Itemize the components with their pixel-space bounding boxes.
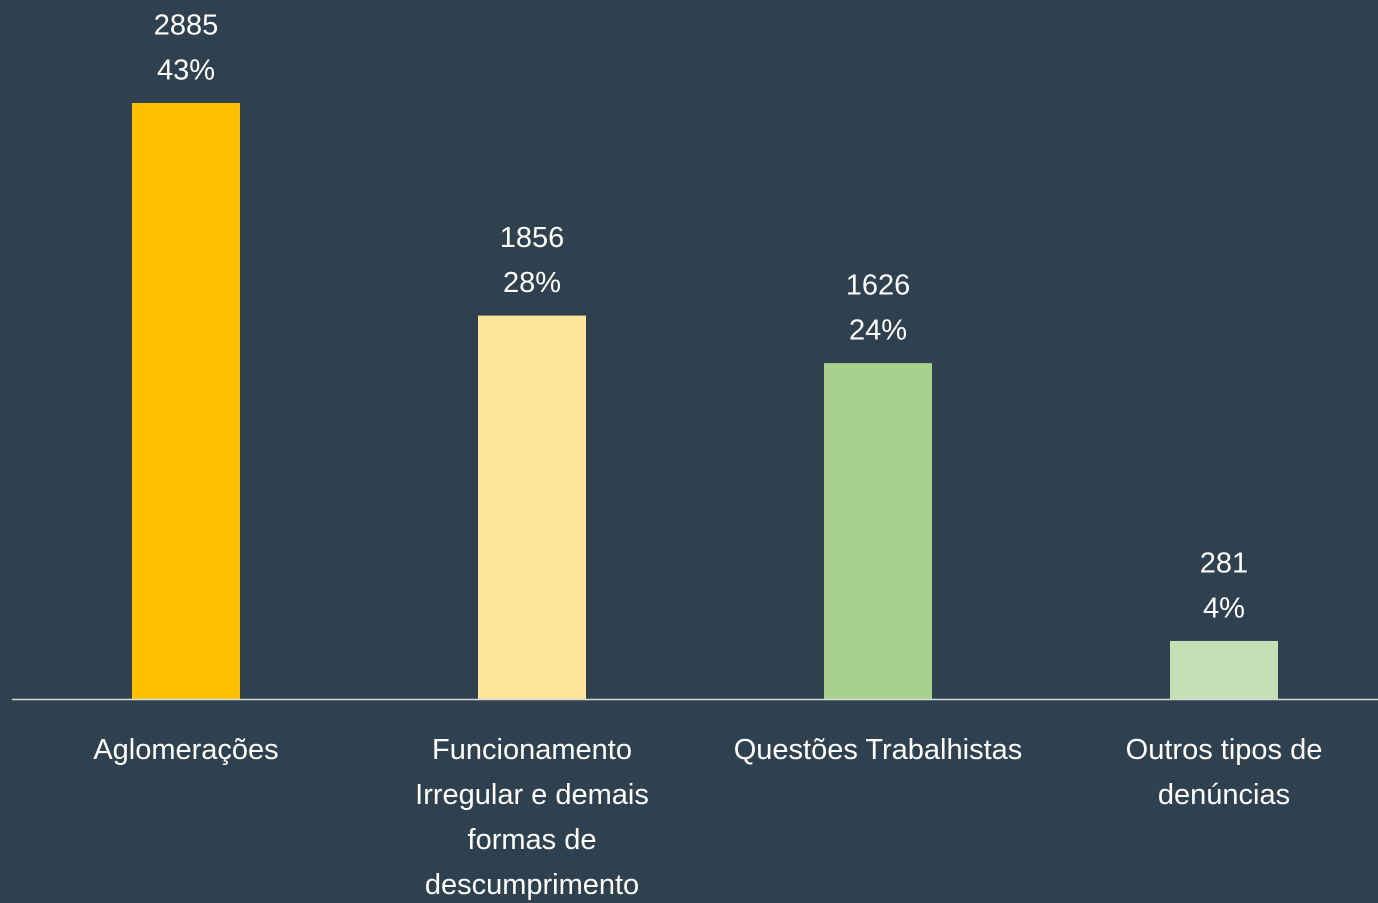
bar — [478, 315, 586, 699]
x-tick-label: Aglomerações — [93, 734, 279, 766]
x-tick-label: Outros tipos de denúncias — [1125, 734, 1323, 811]
value-label: 1626 — [846, 270, 911, 302]
x-tick-label: Questões Trabalhistas — [733, 734, 1023, 766]
percent-label: 28% — [503, 267, 561, 299]
value-label: 1856 — [500, 222, 565, 254]
value-label: 281 — [1200, 548, 1248, 580]
x-tick-label: Funcionamento Irregular e demais formas … — [415, 734, 649, 901]
bar — [1170, 640, 1278, 699]
bar — [132, 103, 240, 699]
value-label: 2885 — [154, 10, 219, 42]
percent-label: 24% — [849, 315, 907, 347]
percent-label: 43% — [157, 55, 215, 87]
bar — [824, 363, 932, 699]
percent-label: 4% — [1203, 593, 1245, 625]
